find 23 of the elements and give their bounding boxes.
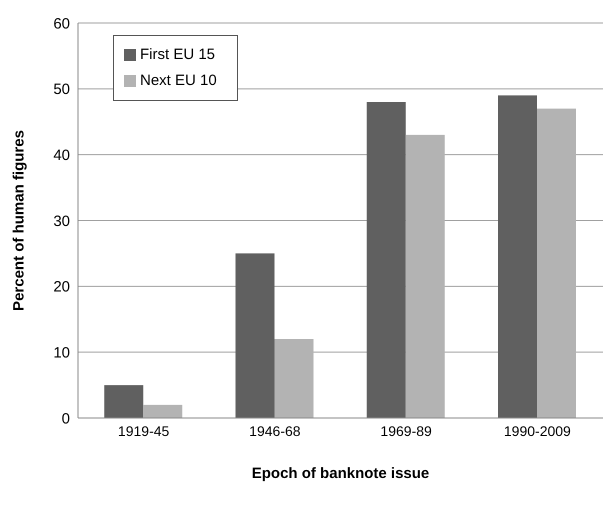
y-axis-title: Percent of human figures — [10, 130, 28, 311]
legend-label: Next EU 10 — [140, 72, 217, 89]
y-tick-label: 20 — [53, 278, 70, 296]
bar — [274, 339, 314, 418]
y-tick-label: 40 — [53, 146, 70, 164]
bar — [537, 108, 576, 418]
y-tick-label: 50 — [53, 81, 70, 98]
x-tick-label: 1946-68 — [249, 422, 301, 439]
bar — [498, 95, 537, 418]
y-tick-label: 30 — [53, 212, 70, 230]
x-tick-label: 1990-2009 — [504, 422, 572, 439]
bar — [104, 385, 144, 418]
x-tick-label: 1919-45 — [118, 422, 170, 439]
y-tick-label: 0 — [62, 410, 70, 428]
bar — [143, 404, 182, 418]
bar — [236, 253, 274, 418]
y-tick-label: 10 — [53, 344, 70, 362]
legend-label: First EU 15 — [140, 46, 216, 63]
y-tick-label: 60 — [53, 15, 70, 32]
bar — [366, 102, 406, 418]
x-axis-title: Epoch of banknote issue — [252, 465, 430, 482]
x-tick-label: 1969-89 — [380, 422, 432, 439]
bar — [406, 134, 445, 418]
